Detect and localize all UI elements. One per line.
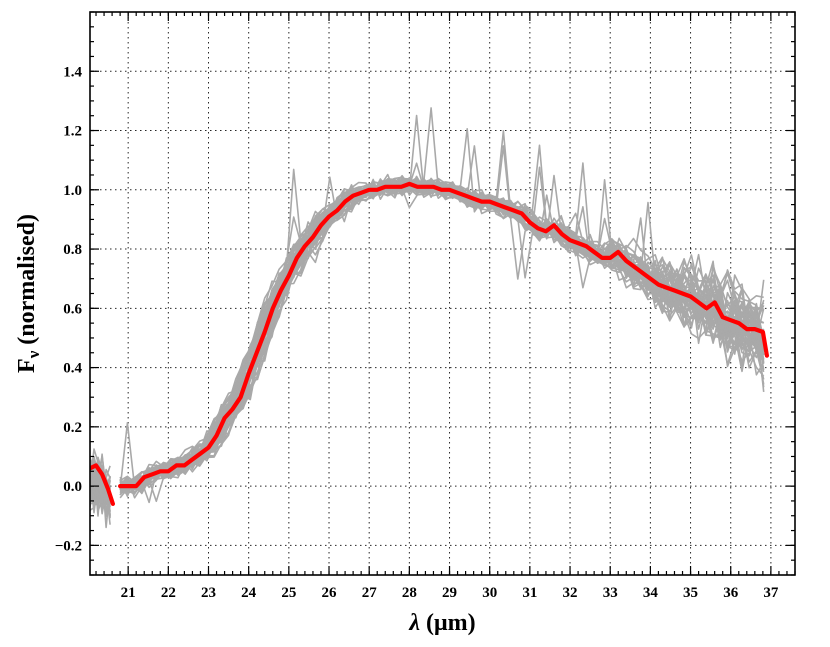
y-tick-label: −0.2 [55, 538, 82, 554]
x-axis-title: λ (μm) [408, 610, 475, 636]
x-tick-labels: 21 22 23 24 25 26 27 28 29 30 31 32 33 34 35 36 37 [121, 585, 779, 601]
x-tick-label: 27 [362, 585, 378, 601]
individual-spectrum-fragment [90, 477, 111, 499]
y-tick-label: 1.2 [63, 124, 82, 140]
x-tick-label: 21 [121, 585, 136, 601]
x-tick-label: 24 [241, 585, 257, 601]
x-tick-label: 28 [402, 585, 417, 601]
individual-spectrum-fragment [90, 472, 111, 502]
x-tick-label: 25 [281, 585, 296, 601]
x-tick-label: 22 [161, 585, 176, 601]
y-axis-sub: ν [24, 350, 43, 359]
mean-spectrum-line [90, 463, 116, 506]
x-tick-label: 29 [442, 585, 457, 601]
x-axis-symbol: λ [408, 610, 420, 636]
x-tick-label: 35 [683, 585, 698, 601]
y-tick-label: 0.0 [63, 479, 82, 495]
y-tick-label: 1.0 [63, 183, 82, 199]
y-tick-labels: −0.2 0.0 0.2 0.4 0.6 0.8 1.0 1.2 1.4 [55, 64, 83, 554]
axis-ticks [90, 11, 796, 576]
individual-spectrum [119, 114, 765, 495]
x-tick-label: 33 [603, 585, 618, 601]
y-tick-label: 0.2 [63, 420, 82, 436]
individual-spectrum [119, 181, 765, 492]
x-tick-label: 34 [643, 585, 659, 601]
y-tick-label: 1.4 [63, 64, 82, 80]
y-tick-label: 0.4 [63, 361, 82, 377]
mean-spectrum-line [117, 181, 770, 489]
x-tick-label: 32 [563, 585, 578, 601]
data-series [90, 107, 770, 529]
x-tick-label: 37 [763, 585, 779, 601]
x-tick-label: 36 [723, 585, 739, 601]
y-axis-rest: (normalised) [14, 214, 40, 351]
y-axis-title: Fν (normalised) [14, 214, 43, 373]
y-axis-main: F [14, 358, 40, 373]
x-axis-unit: (μm) [426, 610, 476, 636]
x-tick-label: 30 [482, 585, 497, 601]
x-tick-label: 26 [322, 585, 338, 601]
y-tick-label: 0.6 [63, 301, 82, 317]
x-tick-label: 23 [201, 585, 216, 601]
x-tick-label: 31 [522, 585, 537, 601]
y-tick-label: 0.8 [63, 242, 82, 258]
